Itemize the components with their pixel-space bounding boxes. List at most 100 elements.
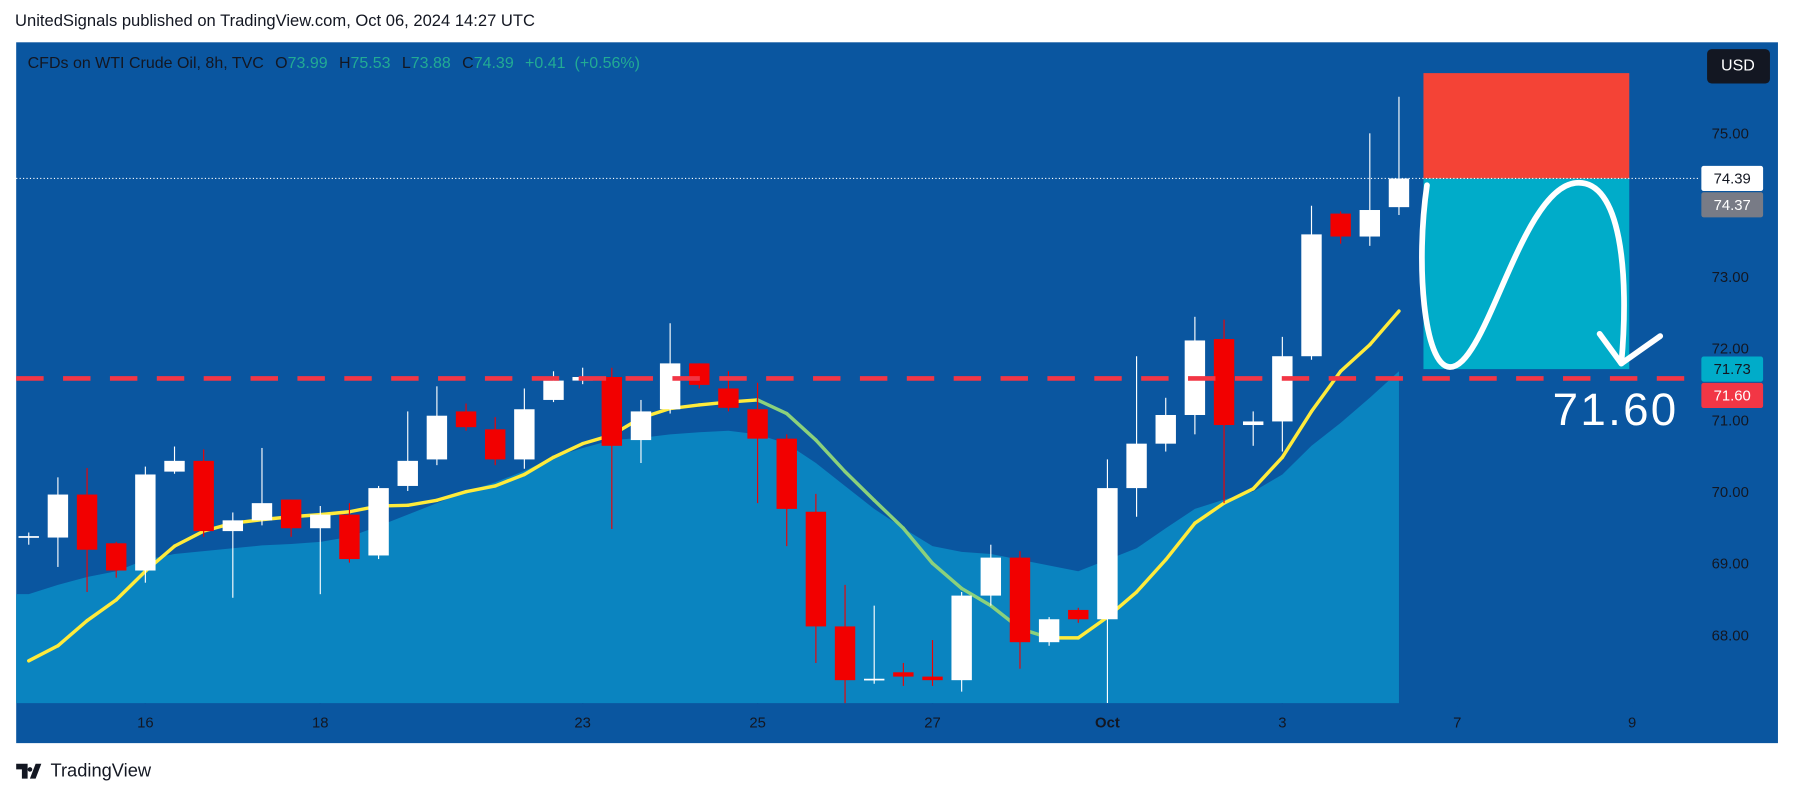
moving-average-segment: [318, 510, 352, 517]
candle-body: [543, 380, 564, 400]
candle-body: [747, 409, 768, 439]
candle-body: [426, 415, 448, 460]
currency-label[interactable]: USD: [1721, 58, 1755, 75]
moving-average-segment: [930, 561, 964, 591]
candle-body: [310, 514, 331, 529]
candle-body: [922, 676, 943, 681]
footer: TradingView: [50, 760, 151, 781]
position-layer: [1423, 73, 1630, 370]
candle-body: [18, 536, 39, 538]
x-tick-label: 16: [137, 716, 154, 732]
candle-body: [863, 678, 885, 681]
candle-body: [106, 543, 127, 571]
candle-body: [1242, 421, 1264, 426]
price-label: 74.37: [1714, 198, 1751, 214]
moving-average-segment: [785, 411, 818, 442]
y-tick-label: 69.00: [1712, 557, 1749, 573]
candle-body: [1388, 178, 1410, 208]
moving-average-segment: [522, 455, 556, 477]
candle-body: [1301, 234, 1322, 357]
candle-body: [368, 488, 389, 556]
price-label: 71.73: [1714, 362, 1751, 378]
y-tick-label: 72.00: [1712, 342, 1749, 358]
x-tick-label: 23: [574, 716, 591, 732]
candle-layer: [18, 96, 1410, 704]
moving-average-segment: [27, 644, 60, 663]
moving-average-segment: [435, 489, 468, 502]
candle-body: [193, 460, 214, 532]
header: UnitedSignals published on TradingView.c…: [15, 11, 535, 30]
candle-body: [630, 411, 652, 441]
moving-average-segment: [1076, 615, 1110, 640]
moving-average-segment: [56, 618, 89, 648]
moving-average-segment: [814, 438, 847, 474]
candle-body: [951, 595, 972, 681]
candle-body: [718, 388, 739, 408]
moving-average-segment: [1368, 309, 1401, 347]
target-zone: [1423, 178, 1630, 370]
currency-button[interactable]: [1707, 49, 1770, 84]
candle-body: [1330, 213, 1351, 237]
candle-body: [980, 557, 1002, 596]
candle-body: [1009, 557, 1031, 643]
candle-body: [135, 474, 156, 571]
x-tick-label: 25: [749, 716, 766, 732]
moving-average-segment: [755, 398, 789, 416]
legend-title: CFDs on WTI Crude Oil, 8h, TVC: [28, 55, 264, 72]
moving-average-segment: [1338, 343, 1372, 373]
legend-open-label: O: [275, 55, 287, 72]
legend-change: +0.41: [525, 55, 566, 72]
candle-body: [514, 409, 535, 460]
x-tick-label: 9: [1628, 716, 1636, 732]
legend-high: 75.53: [351, 55, 391, 72]
x-tick-label: Oct: [1095, 716, 1120, 732]
moving-average-segment: [464, 484, 497, 494]
price-label-box: [1701, 382, 1764, 408]
level-annotation: 71.60: [1553, 384, 1679, 435]
candle-body: [339, 514, 360, 560]
candle-body: [659, 363, 681, 410]
candle-body: [485, 429, 506, 460]
moving-average-segment: [1164, 521, 1197, 562]
candle-body: [222, 520, 244, 532]
moving-average-segment: [85, 598, 118, 623]
price-label-box: [1701, 165, 1764, 192]
moving-average-segment: [843, 469, 876, 502]
candle-body: [251, 503, 273, 521]
legend-open: 73.99: [288, 55, 328, 72]
moving-average-segment: [172, 529, 206, 548]
legend: CFDs on WTI Crude Oil, 8h, TVC O73.99 H7…: [28, 55, 640, 72]
y-tick-label: 68.00: [1712, 628, 1749, 644]
price-label-box: [1701, 356, 1764, 382]
candle-body: [805, 511, 827, 627]
candle-body: [1272, 356, 1293, 422]
candle-body: [164, 460, 185, 472]
moving-average-segment: [114, 569, 148, 602]
moving-average-segment: [406, 498, 439, 508]
candle-body: [1126, 443, 1147, 489]
moving-average-segment: [1134, 558, 1168, 594]
candle-body: [1155, 414, 1176, 444]
legend-low: 73.88: [411, 55, 451, 72]
y-tick-label: 75.00: [1712, 127, 1749, 143]
candle-body: [455, 411, 477, 428]
candle-body: [1359, 210, 1381, 237]
candle-body: [601, 377, 623, 446]
moving-average-segment: [1280, 409, 1314, 459]
moving-average-segment: [1222, 487, 1255, 505]
stop-zone: [1423, 73, 1630, 179]
x-tick-label: 18: [312, 716, 329, 732]
price-label-box: [1701, 192, 1764, 218]
moving-average-segment: [959, 586, 993, 608]
candle-body: [1097, 488, 1118, 620]
drawn-arrow: [1419, 180, 1627, 370]
overlay-layer: 68.00 69.00 70.00 71.00 72.00 73.00 75.00 16 18 2…: [16, 127, 1764, 732]
candle-body: [397, 460, 418, 486]
y-tick-label: 70.00: [1712, 485, 1749, 501]
candle-body: [47, 494, 69, 538]
x-tick-label: 27: [924, 716, 941, 732]
x-tick-label: 3: [1278, 716, 1286, 732]
arrow-head: [1596, 330, 1664, 367]
legend-change-percent: (+0.56%): [575, 55, 640, 72]
